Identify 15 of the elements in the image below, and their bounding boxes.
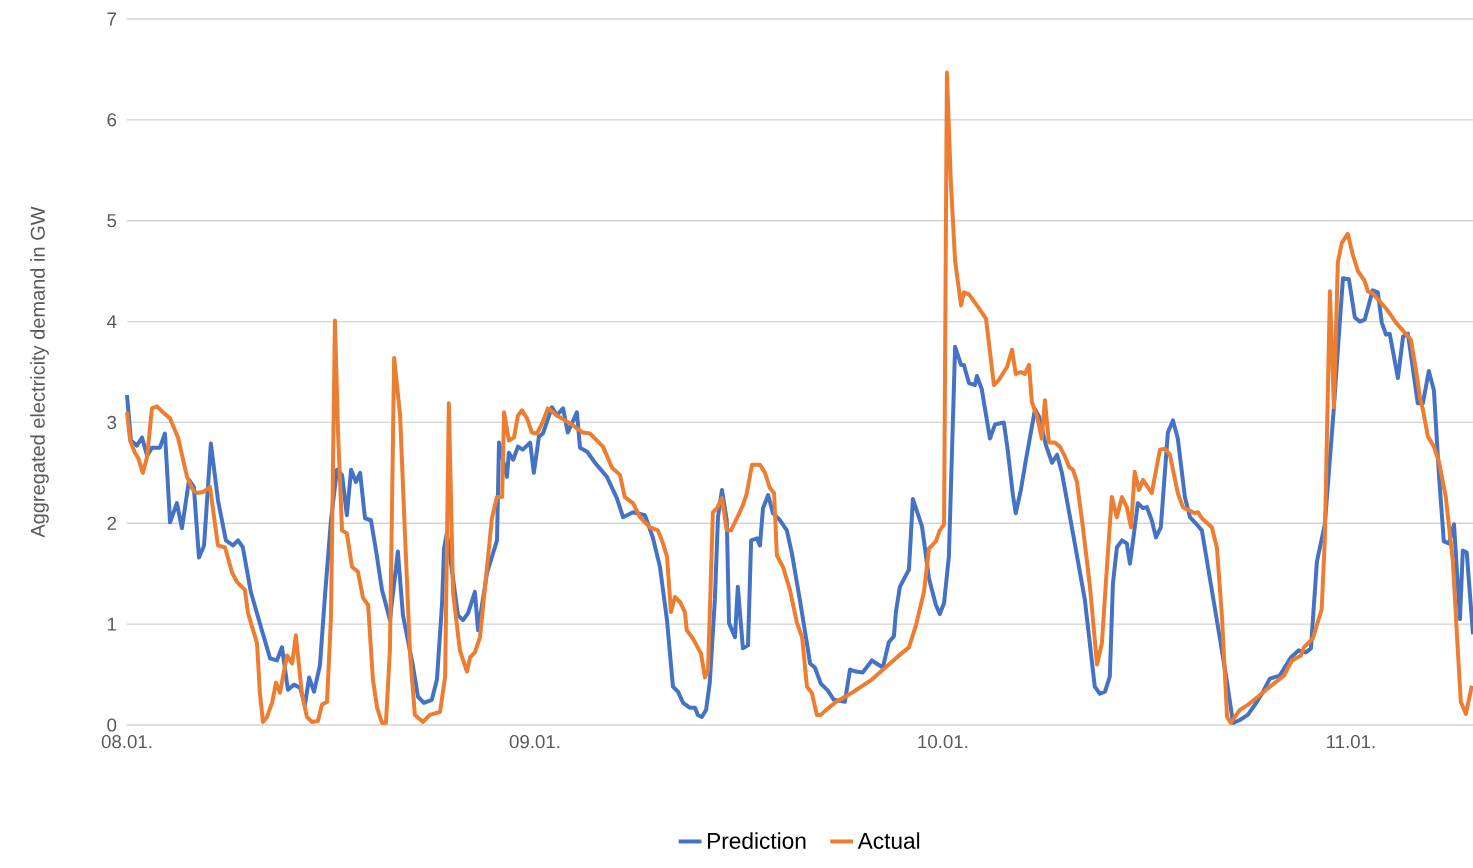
y-tick-label: 6 (107, 113, 117, 127)
x-tick-label: 10.01. (918, 735, 968, 749)
x-tick-label: 11.01. (1327, 735, 1375, 749)
y-tick-label: 5 (107, 214, 117, 228)
legend-label: Prediction (707, 832, 806, 849)
y-axis-title: Aggregated electricity demand in GW (30, 206, 49, 538)
y-tick-label: 4 (107, 315, 117, 328)
x-tick-label: 08.01. (101, 735, 152, 749)
legend-label: Actual (857, 832, 920, 849)
y-tick-label: 0 (107, 718, 117, 732)
y-tick-label: 3 (107, 415, 117, 430)
x-tick-label: 09.01. (509, 735, 560, 749)
y-tick-label: 1 (108, 617, 117, 631)
y-tick-label: 2 (107, 516, 117, 530)
y-tick-label: 7 (107, 12, 117, 26)
